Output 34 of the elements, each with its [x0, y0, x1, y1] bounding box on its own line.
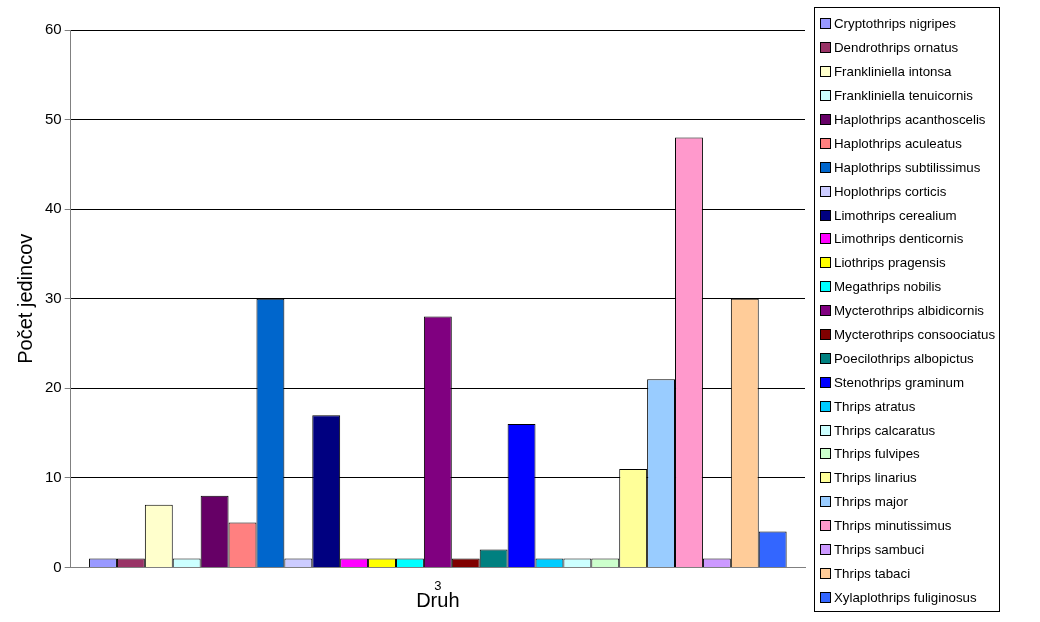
legend-label: Hoplothrips corticis [834, 183, 947, 199]
legend-label: Haplothrips acanthoscelis [834, 112, 986, 127]
legend-label: Megathrips nobilis [834, 279, 942, 295]
x-tick-label: 3 [434, 577, 442, 593]
y-tick-label: 50 [45, 109, 62, 127]
legend-label: Stenothrips graminum [834, 374, 965, 390]
y-tick-label: 10 [45, 467, 62, 485]
y-tick-label: 20 [45, 378, 62, 396]
y-tick-label: 40 [45, 199, 62, 217]
legend-label: Liothrips pragensis [834, 255, 946, 271]
y-tick-label: 30 [45, 288, 62, 306]
legend-label: Thrips minutissimus [834, 518, 952, 534]
legend-label: Thrips sambuci [834, 542, 925, 558]
y-axis-title: Počet jedincov [13, 233, 36, 364]
legend-label: Dendrothrips ornatus [834, 40, 959, 56]
legend-label: Thrips linarius [834, 470, 917, 486]
legend-label: Thrips tabaci [834, 565, 911, 581]
legend-label: Haplothrips aculeatus [834, 135, 962, 151]
legend-label: Thrips atratus [834, 398, 916, 414]
legend-label: Poecilothrips albopictus [834, 350, 974, 366]
legend-label: Thrips major [834, 494, 908, 510]
legend-label: Thrips fulvipes [834, 446, 920, 462]
legend-label: Frankliniella tenuicornis [834, 88, 973, 104]
legend-label: Xylaplothrips fuliginosus [834, 589, 977, 605]
legend-label: Mycterothrips albidicornis [834, 303, 985, 319]
legend-label: Frankliniella intonsa [834, 64, 952, 80]
legend-label: Mycterothrips consoociatus [834, 327, 996, 343]
legend-label: Thrips calcaratus [834, 422, 936, 438]
y-tick-label: 60 [45, 20, 62, 38]
legend-label: Limothrips denticornis [834, 231, 964, 247]
legend-label: Limothrips cerealium [834, 207, 957, 223]
legend-label: Haplothrips subtilissimus [834, 159, 981, 175]
y-tick-label: 0 [53, 557, 62, 575]
legend-label: Cryptothrips nigripes [834, 16, 956, 32]
